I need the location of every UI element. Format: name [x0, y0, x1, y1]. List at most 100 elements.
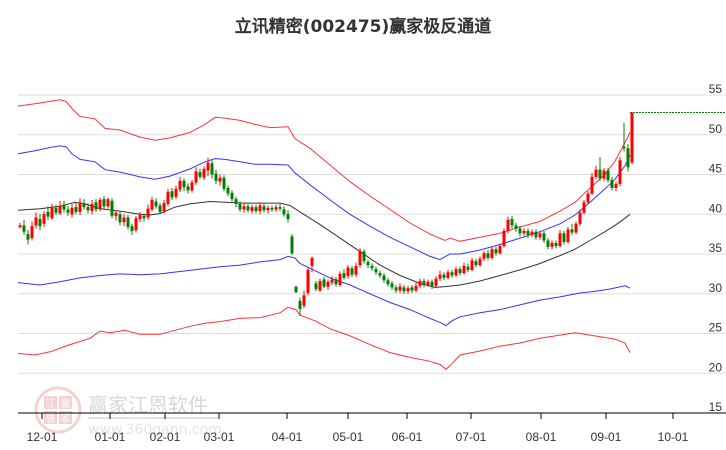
svg-text:恩: 恩	[46, 413, 56, 425]
candle	[194, 171, 198, 183]
candle	[610, 180, 614, 189]
candle	[354, 265, 358, 275]
candle	[542, 233, 546, 241]
upper-outer-band	[17, 99, 631, 242]
candle	[326, 281, 330, 287]
candle	[374, 269, 378, 273]
candle	[282, 209, 286, 215]
candle	[218, 177, 222, 182]
candle	[494, 249, 498, 254]
candle	[470, 260, 474, 270]
x-tick-label: 01-01	[95, 430, 126, 444]
candle	[30, 226, 34, 239]
candle	[386, 280, 390, 285]
candle	[398, 286, 402, 291]
y-tick-label: 25	[709, 321, 723, 335]
candle	[626, 148, 630, 168]
candle	[254, 207, 258, 212]
candle	[426, 281, 430, 286]
x-tick-label: 06-01	[392, 430, 423, 444]
candle	[258, 205, 262, 212]
candle	[130, 226, 134, 231]
candle	[402, 287, 406, 292]
candle	[390, 283, 394, 288]
channel-lines	[17, 99, 631, 370]
candle	[294, 286, 298, 293]
candle	[206, 162, 210, 171]
grid-lines	[18, 94, 726, 374]
candle	[198, 172, 202, 177]
x-tick-label: 05-01	[333, 430, 364, 444]
candle	[514, 225, 518, 229]
candle	[246, 206, 250, 211]
y-tick-label: 30	[709, 281, 723, 295]
candle	[122, 217, 126, 223]
candle	[418, 281, 422, 286]
candle	[42, 214, 46, 224]
candle	[238, 203, 242, 210]
candle	[370, 265, 374, 269]
candle	[46, 211, 50, 217]
candle	[566, 229, 570, 243]
candle	[18, 225, 22, 227]
candle	[578, 212, 582, 224]
watermark-logo-icon: 江 赢 恩 家	[34, 386, 82, 434]
x-tick-label: 12-01	[27, 430, 58, 444]
candle	[618, 160, 622, 185]
candle	[134, 218, 138, 231]
candle	[314, 283, 318, 289]
candle	[366, 261, 370, 266]
candle	[394, 287, 398, 291]
candle	[434, 278, 438, 286]
candle	[406, 288, 410, 292]
candle	[538, 233, 542, 238]
candle	[278, 207, 282, 209]
candle	[118, 214, 122, 223]
candle	[62, 204, 66, 210]
candle	[178, 180, 182, 190]
candle	[202, 168, 206, 178]
candle	[562, 233, 566, 243]
x-tick-label: 09-01	[591, 430, 622, 444]
svg-text:家: 家	[61, 412, 71, 425]
x-tick-label: 02-01	[150, 430, 181, 444]
candle	[582, 202, 586, 213]
y-tick-label: 20	[709, 360, 723, 374]
candle	[66, 209, 70, 213]
candle	[318, 281, 322, 291]
candle	[90, 203, 94, 212]
lower-outer-band	[17, 306, 631, 370]
candle	[358, 250, 362, 266]
candle	[442, 274, 446, 278]
y-tick-label: 35	[709, 241, 723, 255]
candle	[78, 202, 82, 212]
candle	[222, 177, 226, 189]
candle	[242, 206, 246, 210]
candle	[510, 219, 514, 226]
candle	[378, 273, 382, 276]
candle	[478, 258, 482, 266]
candle	[142, 215, 146, 219]
candle	[230, 192, 234, 200]
candle	[614, 184, 618, 189]
x-tick-label: 07-01	[456, 430, 487, 444]
upper-inner-band	[17, 145, 631, 261]
candle	[106, 199, 110, 207]
candle	[154, 201, 158, 207]
candle	[554, 242, 558, 247]
candle	[110, 200, 114, 216]
candle	[450, 272, 454, 276]
candle	[334, 279, 338, 285]
y-tick-label: 50	[709, 122, 723, 136]
candle	[70, 207, 74, 215]
candle	[382, 275, 386, 281]
candle	[438, 274, 442, 279]
candle	[502, 230, 506, 247]
candle	[522, 230, 526, 234]
candle	[454, 269, 458, 276]
candle	[482, 253, 486, 259]
candle	[594, 169, 598, 177]
candle	[310, 257, 314, 266]
candle	[606, 170, 610, 181]
candle	[146, 208, 150, 218]
